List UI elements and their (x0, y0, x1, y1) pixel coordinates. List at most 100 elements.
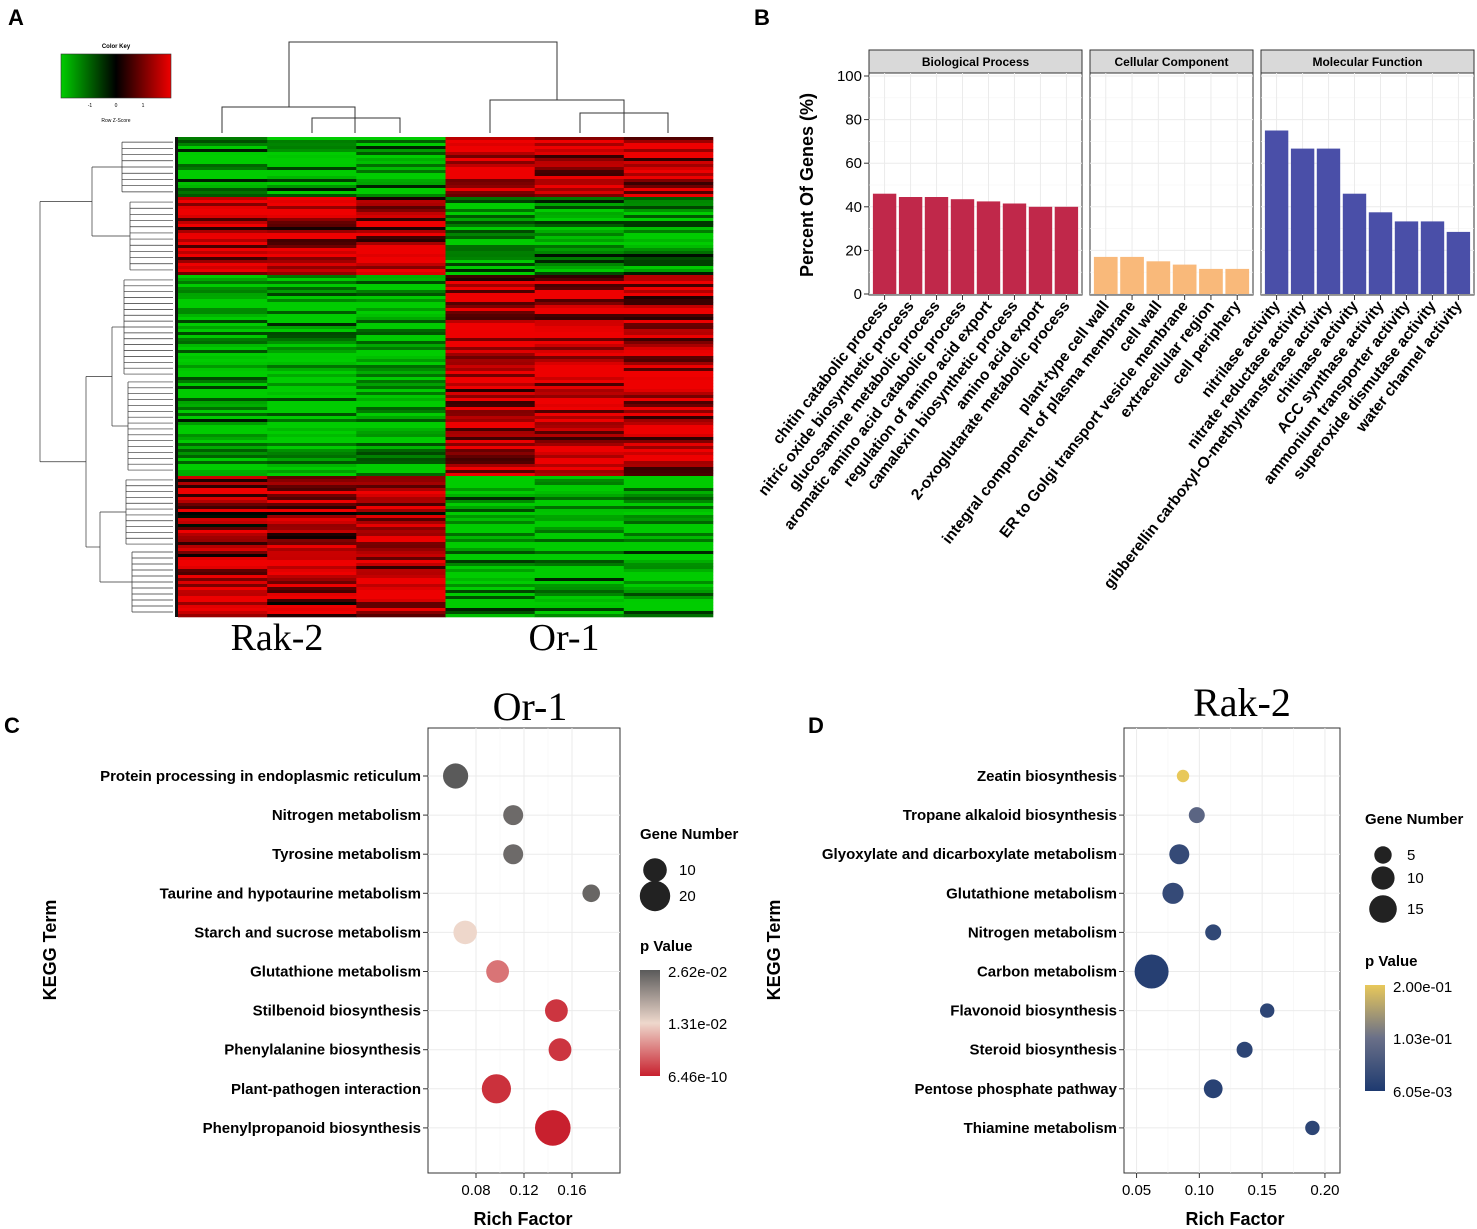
heatmap-cell (267, 260, 357, 264)
heatmap-cell (534, 521, 625, 525)
heatmap-cell (267, 323, 357, 327)
heatmap-cell (178, 188, 268, 192)
heatmap-cell (445, 584, 535, 588)
kegg-or1-chart: Or-1 KEGG Term Rich Factor 0.08 0.12 0.16 P… (40, 684, 739, 1229)
heatmap-cell (178, 491, 268, 495)
heatmap-cell (267, 599, 357, 603)
heatmap-cell (445, 386, 535, 390)
heatmap-cell (623, 497, 714, 501)
heatmap-cell (623, 212, 714, 216)
heatmap-cell (356, 152, 446, 156)
heatmap-cell (445, 359, 535, 363)
heatmap-cell (356, 479, 446, 483)
b-bar (1172, 264, 1197, 294)
heatmap-cell (178, 221, 268, 225)
heatmap-cell (356, 236, 446, 240)
heatmap-cell (534, 455, 625, 459)
heatmap-cell (356, 200, 446, 204)
heatmap-cell (623, 407, 714, 411)
b-bar (1290, 148, 1315, 294)
heatmap-cell (534, 341, 625, 345)
d-x-axis-title: Rich Factor (1185, 1209, 1284, 1229)
d-bubble (1260, 1003, 1275, 1018)
heatmap-cell (623, 482, 714, 486)
heatmap-cell (623, 263, 714, 267)
heatmap-cell (534, 554, 625, 558)
heatmap-cell (267, 215, 357, 219)
heatmap-cell (267, 182, 357, 186)
heatmap-cell (267, 428, 357, 432)
heatmap-cell (534, 545, 625, 549)
heatmap-cell (534, 407, 625, 411)
heatmap-cell (445, 191, 535, 195)
heatmap-cell (178, 152, 268, 156)
heatmap-cell (445, 323, 535, 327)
heatmap-cell (178, 341, 268, 345)
heatmap-cell (178, 314, 268, 318)
heatmap-cell (623, 236, 714, 240)
heatmap-cell (356, 608, 446, 612)
b-y-axis: 0 20 40 60 80 100 (837, 68, 869, 303)
heatmap-cell (623, 608, 714, 612)
heatmap-cell (178, 581, 268, 585)
heatmap-cell (445, 215, 535, 219)
heatmap-cell (445, 338, 535, 342)
heatmap-cell (267, 590, 357, 594)
heatmap-cell (623, 191, 714, 195)
b-bar (1146, 261, 1171, 294)
heatmap-cell (623, 539, 714, 543)
heatmap-cell (178, 608, 268, 612)
heatmap-cell (356, 614, 446, 618)
heatmap-cell (178, 161, 268, 165)
d-x-tick-label: 0.20 (1310, 1182, 1339, 1199)
heatmap-cell (356, 173, 446, 177)
heatmap-cell (356, 512, 446, 516)
heatmap-cell (445, 536, 535, 540)
heatmap-cell (445, 503, 535, 507)
heatmap-cell (445, 335, 535, 339)
heatmap-cell (178, 611, 268, 615)
heatmap-cell (267, 335, 357, 339)
heatmap-cell (445, 326, 535, 330)
heatmap-cell (178, 356, 268, 360)
heatmap-cell (267, 170, 357, 174)
d-color-legend: p Value 2.00e-01 1.03e-01 6.05e-03 (1365, 953, 1452, 1101)
heatmap-row-ticks (175, 137, 178, 617)
heatmap-cell (623, 431, 714, 435)
heatmap-cell (356, 599, 446, 603)
c-x-tick-label: 0.12 (509, 1182, 538, 1199)
b-bar (1093, 256, 1118, 294)
heatmap-cell (356, 380, 446, 384)
heatmap-cell (445, 272, 535, 276)
heatmap-cell (623, 185, 714, 189)
heatmap-cell (623, 305, 714, 309)
heatmap-cell (267, 164, 357, 168)
heatmap-cell (445, 491, 535, 495)
heatmap-cell (267, 518, 357, 522)
heatmap-cell (445, 230, 535, 234)
heatmap-cell (445, 167, 535, 171)
heatmap-cell (534, 467, 625, 471)
b-facet-title: Cellular Component (1114, 55, 1228, 69)
heatmap-cell (445, 290, 535, 294)
heatmap-cell (445, 605, 535, 609)
d-y-tick-label: Thiamine metabolism (964, 1120, 1117, 1137)
heatmap-cell (356, 191, 446, 195)
heatmap-cell (267, 485, 357, 489)
heatmap-cell (623, 434, 714, 438)
heatmap-cell (356, 323, 446, 327)
heatmap-cell (534, 371, 625, 375)
c-y-tick-label: Tyrosine metabolism (272, 846, 421, 863)
heatmap-cell (445, 542, 535, 546)
heatmap-cell (356, 587, 446, 591)
heatmap-cell (623, 578, 714, 582)
heatmap-cell (178, 146, 268, 150)
d-size-legend: Gene Number 5 10 15 (1365, 811, 1464, 923)
heatmap-cell (178, 506, 268, 510)
heatmap-cell (356, 485, 446, 489)
heatmap-cell (623, 596, 714, 600)
heatmap-cell (178, 260, 268, 264)
d-color-bar (1365, 985, 1385, 1091)
heatmap-cell (356, 359, 446, 363)
